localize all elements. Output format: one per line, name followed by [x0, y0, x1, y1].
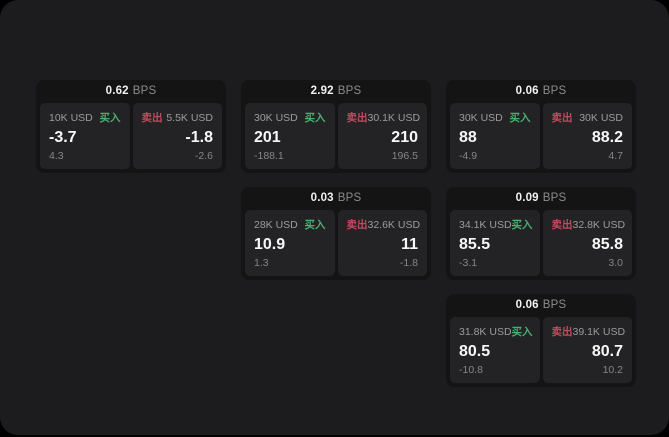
buy-sub-value: 1.3 — [254, 257, 269, 269]
buy-price: 201 — [254, 129, 281, 146]
quote-card: 0.03 BPS 28K USD 买入 10.9 1.3 卖出 32.6K USD — [241, 187, 431, 280]
quote-card: 0.62 BPS 10K USD 买入 -3.7 4.3 卖出 5.5K USD — [36, 80, 226, 173]
bps-header: 0.62 BPS — [40, 80, 222, 103]
buy-panel[interactable]: 28K USD 买入 10.9 1.3 — [245, 210, 335, 276]
buy-amount: 30K USD — [254, 112, 298, 124]
buy-side-label: 买入 — [304, 219, 326, 231]
buy-side-label: 买入 — [99, 112, 121, 124]
buy-amount: 34.1K USD — [459, 219, 512, 231]
quote-card: 0.09 BPS 34.1K USD 买入 85.5 -3.1 卖出 32.8K … — [446, 187, 636, 280]
quote-card: 2.92 BPS 30K USD 买入 201 -188.1 卖出 30.1K U… — [241, 80, 431, 173]
buy-side-label: 买入 — [511, 219, 533, 231]
buy-sub-value: -4.9 — [459, 150, 478, 162]
quote-card-grid: 0.62 BPS 10K USD 买入 -3.7 4.3 卖出 5.5K USD — [36, 80, 636, 387]
bps-header: 2.92 BPS — [245, 80, 427, 103]
bps-header: 0.06 BPS — [450, 80, 632, 103]
buy-price: 10.9 — [254, 236, 286, 253]
sell-price: 80.7 — [591, 343, 623, 360]
bps-value: 0.03 — [310, 192, 334, 204]
sell-panel[interactable]: 卖出 32.6K USD 11 -1.8 — [337, 210, 427, 276]
buy-sub-value: -3.1 — [459, 257, 478, 269]
sell-price: 88.2 — [591, 129, 623, 146]
sell-panel[interactable]: 卖出 5.5K USD -1.8 -2.6 — [132, 103, 222, 169]
bps-header: 0.06 BPS — [450, 294, 632, 317]
sell-panel[interactable]: 卖出 39.1K USD 80.7 10.2 — [542, 317, 632, 383]
sell-price: 210 — [391, 129, 418, 146]
sell-amount: 30.1K USD — [367, 112, 421, 124]
bps-unit-label: BPS — [337, 85, 362, 97]
sell-amount: 30K USD — [579, 112, 623, 124]
sell-amount: 32.6K USD — [367, 219, 421, 231]
buy-amount: 10K USD — [49, 112, 93, 124]
sell-sub-value: 196.5 — [391, 150, 418, 162]
sell-panel[interactable]: 卖出 30.1K USD 210 196.5 — [337, 103, 427, 169]
buy-panel[interactable]: 31.8K USD 买入 80.5 -10.8 — [450, 317, 540, 383]
sell-amount: 39.1K USD — [572, 326, 626, 338]
buy-amount: 30K USD — [459, 112, 503, 124]
bps-header: 0.09 BPS — [450, 187, 632, 210]
buy-amount: 31.8K USD — [459, 326, 512, 338]
sell-sub-value: -2.6 — [194, 150, 213, 162]
sell-sub-value: 4.7 — [608, 150, 623, 162]
buy-price: 80.5 — [459, 343, 491, 360]
sell-side-label: 卖出 — [346, 219, 368, 231]
buy-sub-value: 4.3 — [49, 150, 64, 162]
buy-side-label: 买入 — [511, 326, 533, 338]
sell-price: -1.8 — [185, 129, 213, 146]
bps-value: 0.62 — [105, 85, 129, 97]
bps-unit-label: BPS — [542, 85, 567, 97]
sell-amount: 5.5K USD — [166, 112, 213, 124]
buy-panel[interactable]: 30K USD 买入 88 -4.9 — [450, 103, 540, 169]
sell-side-label: 卖出 — [346, 112, 368, 124]
sell-sub-value: 3.0 — [608, 257, 623, 269]
sell-side-label: 卖出 — [551, 219, 573, 231]
bps-value: 0.06 — [515, 299, 539, 311]
buy-sub-value: -188.1 — [254, 150, 284, 162]
quote-card: 0.06 BPS 31.8K USD 买入 80.5 -10.8 卖出 39.1K… — [446, 294, 636, 387]
bps-header: 0.03 BPS — [245, 187, 427, 210]
bps-unit-label: BPS — [337, 192, 362, 204]
buy-side-label: 买入 — [304, 112, 326, 124]
bps-value: 0.09 — [515, 192, 539, 204]
sell-price: 85.8 — [591, 236, 623, 253]
bps-unit-label: BPS — [542, 299, 567, 311]
buy-amount: 28K USD — [254, 219, 298, 231]
bps-value: 0.06 — [515, 85, 539, 97]
sell-panel[interactable]: 卖出 30K USD 88.2 4.7 — [542, 103, 632, 169]
sell-sub-value: -1.8 — [399, 257, 418, 269]
sell-sub-value: 10.2 — [602, 364, 623, 376]
sell-amount: 32.8K USD — [572, 219, 626, 231]
buy-side-label: 买入 — [509, 112, 531, 124]
bps-value: 2.92 — [310, 85, 334, 97]
quote-card: 0.06 BPS 30K USD 买入 88 -4.9 卖出 30K USD — [446, 80, 636, 173]
bps-unit-label: BPS — [132, 85, 157, 97]
sell-panel[interactable]: 卖出 32.8K USD 85.8 3.0 — [542, 210, 632, 276]
buy-panel[interactable]: 30K USD 买入 201 -188.1 — [245, 103, 335, 169]
buy-price: 85.5 — [459, 236, 491, 253]
buy-price: -3.7 — [49, 129, 77, 146]
buy-panel[interactable]: 10K USD 买入 -3.7 4.3 — [40, 103, 130, 169]
sell-side-label: 卖出 — [551, 112, 573, 124]
sell-side-label: 卖出 — [141, 112, 163, 124]
sell-side-label: 卖出 — [551, 326, 573, 338]
bps-unit-label: BPS — [542, 192, 567, 204]
buy-price: 88 — [459, 129, 477, 146]
sell-price: 11 — [401, 236, 418, 253]
buy-sub-value: -10.8 — [459, 364, 483, 376]
buy-panel[interactable]: 34.1K USD 买入 85.5 -3.1 — [450, 210, 540, 276]
